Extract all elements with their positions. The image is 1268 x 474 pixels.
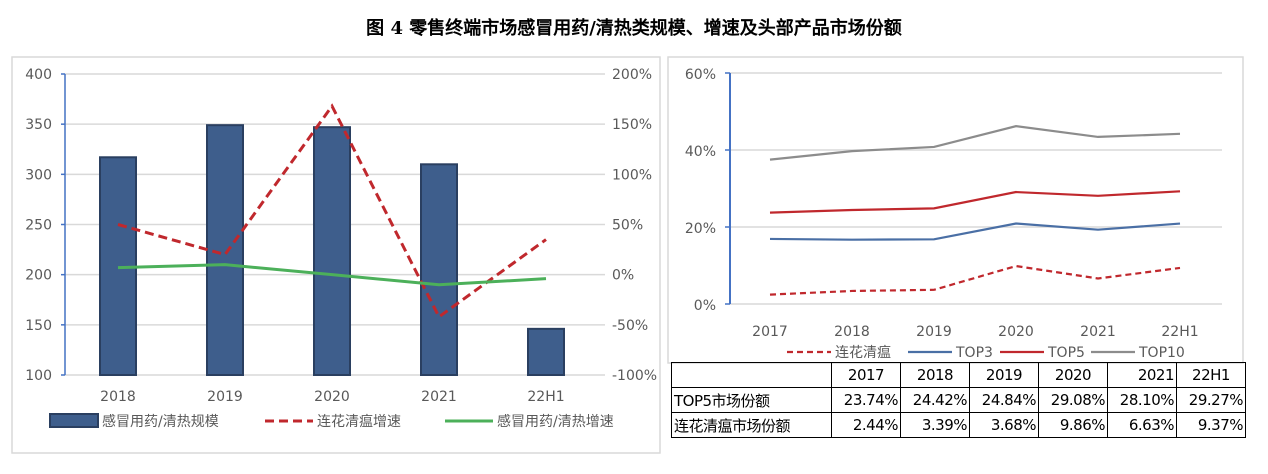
y-left-tick-label: 400 [25, 67, 52, 83]
y-tick-label: 20% [685, 221, 716, 237]
x-tick-label: 2019 [207, 389, 243, 405]
series-line [769, 264, 1181, 296]
bar [313, 126, 351, 376]
table-cell: 24.84% [969, 387, 1039, 413]
table-header-cell: 2019 [969, 362, 1039, 388]
y-left-tick-label: 150 [25, 318, 52, 334]
table-header-cell: 2020 [1038, 362, 1108, 388]
table-header-cell [671, 362, 832, 388]
row-label: 连花清瘟市场份额 [671, 412, 832, 438]
y-left-tick-label: 350 [25, 117, 52, 133]
bar [527, 327, 565, 377]
y-right-tick-label: 200% [612, 67, 652, 83]
market-share-table: 2017 2018 2019 2020 2021 22H1 TOP5市场份额 2… [671, 362, 1246, 438]
table-cell: 24.42% [900, 387, 970, 413]
y-right-tick-label: -100% [612, 368, 657, 384]
x-tick-label: 2019 [916, 324, 952, 340]
legend-label: TOP3 [955, 345, 993, 361]
table-cell: 3.39% [900, 412, 970, 438]
x-tick-label: 2021 [421, 389, 457, 405]
legend-label: TOP5 [1047, 345, 1085, 361]
y-right-tick-label: 150% [612, 117, 652, 133]
series-line [769, 125, 1181, 161]
legend-label: 感冒用药/清热规模 [102, 413, 219, 430]
x-tick-label: 2020 [998, 324, 1034, 340]
y-tick-label: 0% [694, 298, 716, 314]
x-tick-label: 22H1 [527, 389, 564, 405]
y-right-tick-label: -50% [612, 318, 648, 334]
figure-title: 图 4 零售终端市场感冒用药/清热类规模、增速及头部产品市场份额 [366, 18, 902, 39]
legend-label: TOP10 [1138, 345, 1185, 361]
table-cell: 9.86% [1038, 412, 1108, 438]
legend-label: 连花清瘟增速 [317, 413, 401, 430]
series-line [769, 190, 1181, 214]
left-chart-frame [11, 56, 661, 454]
x-tick-label: 2021 [1080, 324, 1116, 340]
table-header-cell: 2017 [831, 362, 901, 388]
table-cell: 9.37% [1176, 412, 1246, 438]
y-left-tick-label: 100 [25, 368, 52, 384]
right-chart-frame [667, 56, 1244, 364]
table-row: TOP5市场份额 23.74% 24.42% 24.84% 29.08% 28.… [671, 387, 1246, 413]
x-tick-label: 22H1 [1161, 324, 1198, 340]
x-tick-label: 2018 [834, 324, 870, 340]
table-cell: 29.27% [1176, 387, 1246, 413]
y-left-tick-label: 300 [25, 167, 52, 183]
legend-label: 感冒用药/清热增速 [497, 413, 614, 430]
row-label: TOP5市场份额 [671, 387, 832, 413]
x-tick-label: 2017 [752, 324, 788, 340]
series-line [769, 222, 1181, 241]
y-tick-label: 60% [685, 67, 716, 83]
table-header-cell: 2018 [900, 362, 970, 388]
x-tick-label: 2020 [314, 389, 350, 405]
table-cell: 6.63% [1107, 412, 1177, 438]
bar [420, 163, 458, 376]
y-right-tick-label: 50% [612, 218, 643, 234]
x-tick-label: 2018 [100, 389, 136, 405]
y-right-tick-label: 100% [612, 167, 652, 183]
table-cell: 2.44% [831, 412, 901, 438]
y-left-tick-label: 250 [25, 218, 52, 234]
table-cell: 29.08% [1038, 387, 1108, 413]
table-row: 连花清瘟市场份额 2.44% 3.39% 3.68% 9.86% 6.63% 9… [671, 412, 1246, 438]
table-header-cell: 2021 [1107, 362, 1177, 388]
table-header-cell: 22H1 [1176, 362, 1246, 388]
table-cell: 23.74% [831, 387, 901, 413]
table-cell: 28.10% [1107, 387, 1177, 413]
table-header-row: 2017 2018 2019 2020 2021 22H1 [671, 362, 1246, 388]
bar [206, 124, 244, 376]
y-tick-label: 40% [685, 144, 716, 160]
y-left-tick-label: 200 [25, 268, 52, 284]
legend-swatch [49, 413, 99, 428]
table-cell: 3.68% [969, 412, 1039, 438]
y-right-tick-label: 0% [612, 268, 634, 284]
legend-label: 连花清瘟 [835, 344, 891, 361]
